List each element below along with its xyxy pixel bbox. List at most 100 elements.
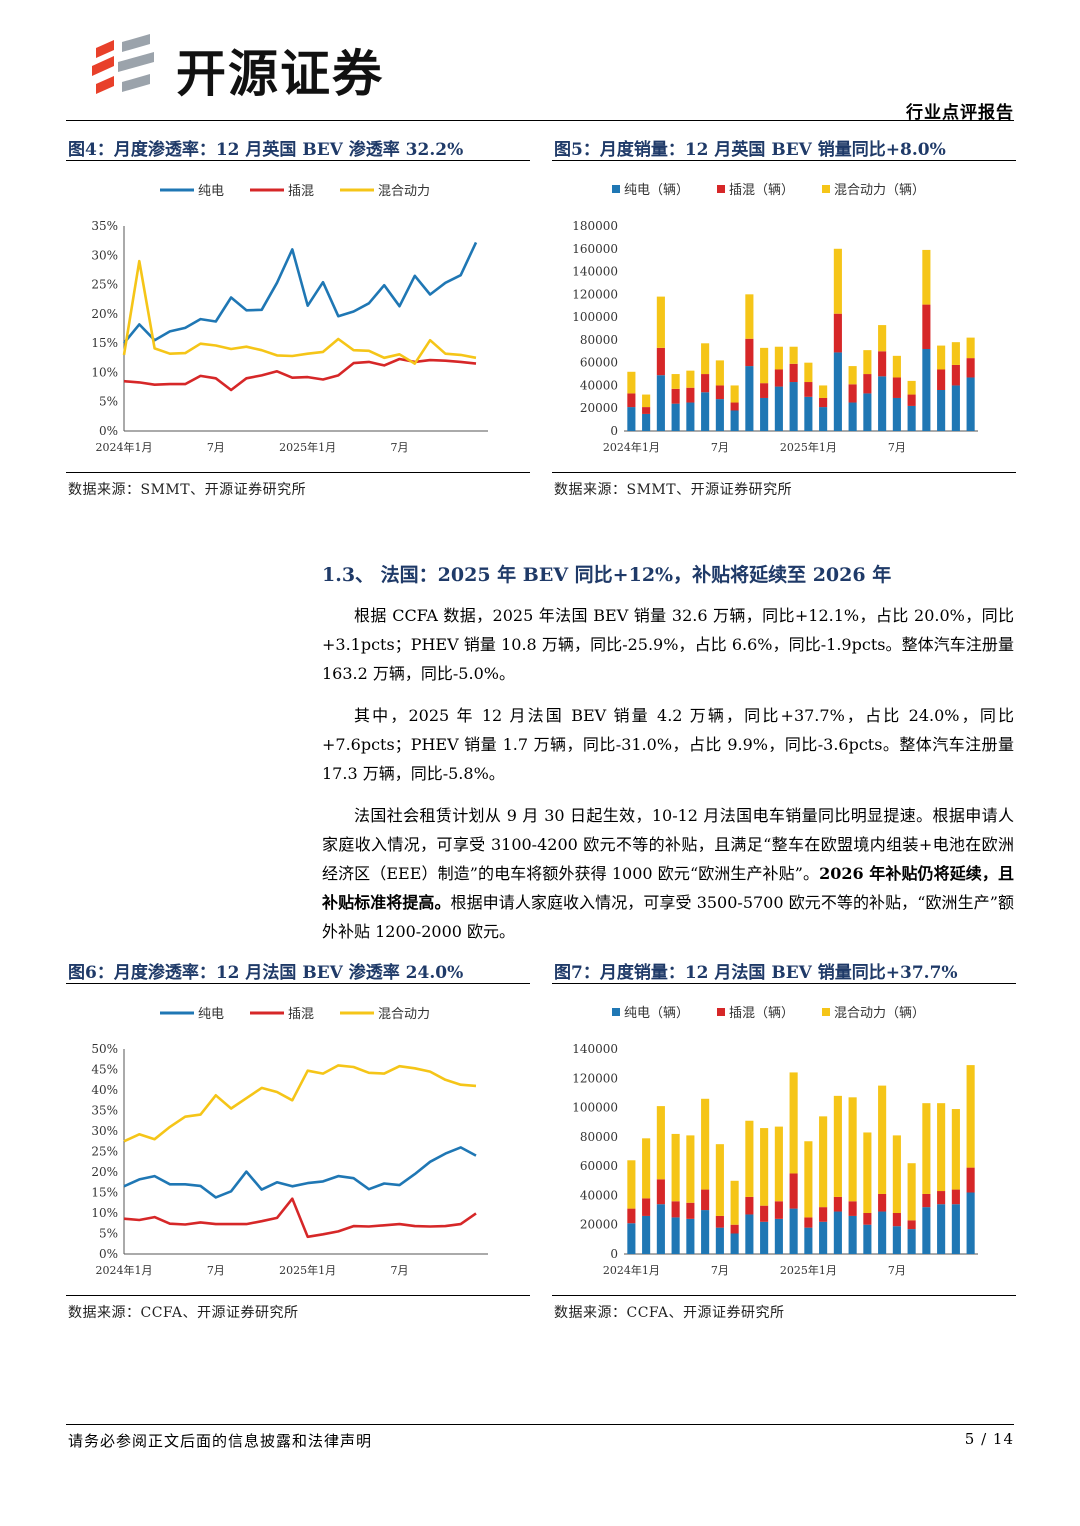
bar-segment xyxy=(922,349,931,431)
bar-segment xyxy=(833,1095,842,1197)
bar-segment xyxy=(760,397,769,431)
bar-segment xyxy=(627,1223,636,1254)
figure-5-title: 图5：月度销量：12 月英国 BEV 销量同比+8.0% xyxy=(554,140,946,160)
bar-segment xyxy=(863,350,872,375)
legend-swatch xyxy=(612,185,620,193)
bar-segment xyxy=(715,1215,724,1228)
legend: 纯电 插混 混合动力 xyxy=(160,1007,430,1022)
bar-segment xyxy=(671,1133,680,1202)
bar-segment xyxy=(671,403,680,431)
bar-segment xyxy=(730,1224,739,1234)
y-tick-label: 140000 xyxy=(572,1042,618,1056)
y-tick-label: 20% xyxy=(91,1165,118,1179)
bar-segment xyxy=(671,388,680,404)
y-tick-label: 20000 xyxy=(580,1218,618,1232)
bar-segment xyxy=(892,397,901,431)
figure-7-title: 图7：月度销量：12 月法国 BEV 销量同比+37.7% xyxy=(554,963,958,983)
figure-7-chart-svg: 纯电（辆） 插混（辆） 混合动力（辆） 0 20000 40000 60000 80000 10… xyxy=(572,1006,978,1277)
bar-segment xyxy=(922,1207,931,1254)
bar-segment xyxy=(730,1233,739,1254)
company-logo xyxy=(88,30,168,98)
y-tick-label: 60000 xyxy=(580,356,618,370)
paragraph-3-bold: 2026 年补贴仍将延续，且补贴标准将提高。 xyxy=(322,864,1014,912)
bar-segment xyxy=(848,384,857,403)
y-tick-label: 5% xyxy=(99,1227,118,1241)
bar-segment xyxy=(715,399,724,431)
x-axis: 2024年1月 7月 2025年1月 7月 xyxy=(96,1263,409,1277)
bar-segment xyxy=(656,1179,665,1205)
y-tick-label: 25% xyxy=(91,278,118,292)
y-axis: 0 20000 40000 60000 80000 100000 120000 140000 1… xyxy=(572,219,618,438)
y-tick-label: 35% xyxy=(91,1104,118,1118)
figure-7-source: 数据来源：CCFA、开源证券研究所 xyxy=(554,1305,785,1321)
paragraph-3-part-b: 根据申请人家庭收入情况，可享受 3500-5700 欧元不等的补贴，“欧洲生产”… xyxy=(322,893,1014,941)
bar-segment xyxy=(671,1201,680,1218)
y-axis: 0 20000 40000 60000 80000 100000 120000 140000 xyxy=(572,1042,618,1261)
y-tick-label: 120000 xyxy=(572,287,618,301)
bar-segment xyxy=(627,371,636,394)
bar-segment xyxy=(804,1217,813,1228)
series-line xyxy=(123,1197,477,1239)
bar-segment xyxy=(745,338,754,367)
x-tick-label: 2024年1月 xyxy=(603,440,660,454)
y-tick-label: 30% xyxy=(91,1124,118,1138)
bar-segment xyxy=(774,1201,783,1219)
bar-segment xyxy=(937,1204,946,1254)
bar-segment xyxy=(715,360,724,386)
bar-segment xyxy=(745,294,754,339)
bar-segment xyxy=(730,1180,739,1225)
bar-segment xyxy=(627,393,636,408)
bar-segment xyxy=(656,296,665,348)
figure-4-source: 数据来源：SMMT、开源证券研究所 xyxy=(68,482,307,498)
bar-segment xyxy=(966,1065,975,1168)
bar-segment xyxy=(627,1208,636,1224)
figure-6-title: 图6：月度渗透率：12 月法国 BEV 渗透率 24.0% xyxy=(68,963,464,983)
figure-5-chart: 纯电（辆） 插混（辆） 混合动力（辆） 0 20000 40000 60000 80000 10… xyxy=(552,170,1016,468)
bar-segment xyxy=(789,1173,798,1209)
report-type: 行业点评报告 xyxy=(906,103,1014,123)
bar-segment xyxy=(701,1210,710,1254)
x-axis: 2024年1月 7月 2025年1月 7月 xyxy=(603,1263,906,1277)
legend-label: 混合动力（辆） xyxy=(834,1006,925,1021)
y-tick-label: 15% xyxy=(91,1186,118,1200)
bar-segment xyxy=(878,325,887,352)
x-axis: 2024年1月 7月 2025年1月 7月 xyxy=(603,440,906,454)
bar-segment xyxy=(789,1072,798,1174)
figure-7-title-rule xyxy=(552,983,1016,984)
bar-segment xyxy=(686,1202,695,1219)
bar-segment xyxy=(848,366,857,385)
x-tick-label: 7月 xyxy=(207,1264,225,1277)
legend-swatch xyxy=(717,1008,725,1016)
x-tick-label: 2025年1月 xyxy=(780,1263,837,1277)
bar-segment xyxy=(686,1218,695,1254)
bar-segment xyxy=(760,1205,769,1222)
y-tick-label: 15% xyxy=(91,336,118,350)
bar-segment xyxy=(760,347,769,384)
bar-segment xyxy=(642,1138,651,1199)
bar-segment xyxy=(730,410,739,431)
figure-4-title-rule xyxy=(66,160,530,161)
legend: 纯电（辆） 插混（辆） 混合动力（辆） xyxy=(612,183,925,198)
bar-segment xyxy=(966,337,975,359)
x-axis: 2024年1月 7月 2025年1月 7月 xyxy=(96,440,409,454)
bar-segment xyxy=(892,377,901,398)
bar-segment xyxy=(922,1193,931,1208)
legend-label: 纯电（辆） xyxy=(624,183,689,198)
y-tick-label: 10% xyxy=(91,365,118,379)
x-tick-label: 2025年1月 xyxy=(279,440,336,454)
bar-segment xyxy=(892,1226,901,1254)
bar-segment xyxy=(863,1224,872,1254)
bar-segment xyxy=(804,382,813,397)
bar-segment xyxy=(819,1207,828,1222)
bar-segment xyxy=(715,1227,724,1254)
y-tick-label: 35% xyxy=(91,219,118,233)
x-tick-label: 2024年1月 xyxy=(603,1263,660,1277)
bar-segment xyxy=(789,363,798,383)
y-tick-label: 180000 xyxy=(572,219,618,233)
bar-segment xyxy=(951,364,960,386)
bar-segment xyxy=(701,392,710,431)
bar-segment xyxy=(819,1116,828,1208)
figure-5-bottom-rule xyxy=(552,472,1016,473)
bar-segment xyxy=(804,362,813,383)
